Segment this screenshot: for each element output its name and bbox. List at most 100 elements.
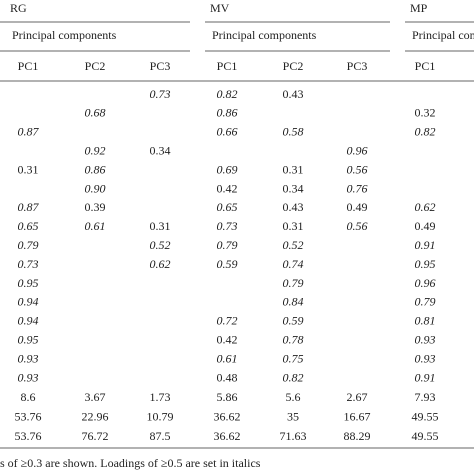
loading-cell: 0.62	[150, 257, 171, 271]
loading-cell: 0.39	[85, 200, 106, 214]
summary-cell: 5.6	[286, 390, 301, 404]
column-header: PC2	[85, 59, 106, 73]
loading-cell: 0.31	[18, 162, 39, 176]
column-header: PC3	[150, 59, 171, 73]
summary-cell: 22.96	[82, 409, 109, 423]
loading-cell: 0.52	[150, 238, 171, 252]
group-subtitle: Principal components	[412, 28, 474, 42]
loading-cell: 0.75	[283, 351, 304, 365]
summary-cell: 36.62	[214, 429, 241, 443]
loading-cell: 0.84	[283, 295, 304, 309]
loading-cell: 0.31	[283, 162, 304, 176]
summary-cell: 36.62	[214, 409, 241, 423]
loading-cell: 0.74	[283, 257, 304, 271]
loading-cell: 0.93	[415, 332, 436, 346]
loading-cell: 0.31	[283, 219, 304, 233]
loading-cell: 0.42	[217, 181, 238, 195]
summary-cell: 88.29	[344, 429, 371, 443]
loading-cell: 0.48	[217, 370, 238, 384]
loading-cell: 0.62	[415, 200, 436, 214]
group-name: RG	[10, 1, 27, 15]
column-header: PC3	[347, 59, 368, 73]
loading-cell: 0.93	[18, 370, 39, 384]
summary-cell: 71.63	[280, 429, 307, 443]
loading-cell: 0.79	[415, 295, 436, 309]
loading-cell: 0.42	[217, 332, 238, 346]
summary-cell: 16.67	[344, 409, 371, 423]
column-header: PC2	[283, 59, 304, 73]
loading-cell: 0.87	[18, 200, 40, 214]
summary-cell: 49.55	[412, 429, 439, 443]
group-subtitle: Principal components	[12, 28, 117, 42]
loading-cell: 0.69	[217, 162, 238, 176]
loading-cell: 0.73	[217, 219, 238, 233]
loading-cell: 0.72	[217, 314, 238, 328]
summary-cell: 2.67	[347, 390, 368, 404]
loading-cell: 0.82	[415, 125, 436, 139]
loading-cell: 0.79	[283, 276, 304, 290]
loading-cell: 0.34	[283, 181, 304, 195]
summary-cell: 8.6	[21, 390, 36, 404]
summary-cell: 7.93	[415, 390, 436, 404]
loading-cell: 0.87	[18, 125, 40, 139]
loading-cell: 0.73	[150, 87, 171, 101]
group-name: MP	[410, 1, 428, 15]
loading-cell: 0.61	[217, 351, 238, 365]
summary-cell: 76.72	[82, 429, 109, 443]
summary-cell: 10.79	[147, 409, 174, 423]
loading-cell: 0.52	[283, 238, 304, 252]
loading-cell: 0.95	[18, 332, 39, 346]
loading-cell: 0.49	[415, 219, 436, 233]
summary-cell: 87.5	[150, 429, 171, 443]
loading-cell: 0.91	[415, 370, 436, 384]
loading-cell: 0.95	[415, 257, 436, 271]
loading-cell: 0.92	[85, 143, 106, 157]
loading-cell: 0.95	[18, 276, 39, 290]
summary-cell: 35	[287, 409, 299, 423]
loading-cell: 0.66	[217, 125, 238, 139]
group-name: MV	[210, 1, 230, 15]
loading-cell: 0.90	[85, 181, 106, 195]
loading-cell: 0.81	[415, 314, 436, 328]
loading-cell: 0.96	[347, 143, 368, 157]
column-header: PC1	[217, 59, 238, 73]
summary-cell: 53.76	[15, 409, 42, 423]
loading-cell: 0.32	[415, 106, 436, 120]
loading-cell: 0.43	[283, 200, 304, 214]
loading-cell: 0.56	[347, 219, 368, 233]
loading-cell: 0.78	[283, 332, 304, 346]
group-subtitle: Principal components	[212, 28, 317, 42]
loading-cell: 0.65	[217, 200, 238, 214]
loading-cell: 0.68	[85, 106, 106, 120]
loading-cell: 0.76	[347, 181, 368, 195]
loading-cell: 0.34	[150, 143, 171, 157]
loading-cell: 0.59	[283, 314, 304, 328]
loading-cell: 0.79	[18, 238, 39, 252]
loading-cell: 0.93	[18, 351, 39, 365]
loading-cell: 0.49	[347, 200, 368, 214]
column-header: PC1	[18, 59, 39, 73]
loading-cell: 0.31	[150, 219, 171, 233]
loading-cell: 0.56	[347, 162, 368, 176]
footnote: s of ≥0.3 are shown. Loadings of ≥0.5 ar…	[0, 456, 261, 470]
loading-cell: 0.86	[85, 162, 106, 176]
summary-cell: 53.76	[15, 429, 42, 443]
summary-cell: 1.73	[150, 390, 171, 404]
loading-cell: 0.86	[217, 106, 238, 120]
loading-cell: 0.79	[217, 238, 238, 252]
loading-cell: 0.93	[415, 351, 436, 365]
loading-cell: 0.94	[18, 295, 39, 309]
loading-cell: 0.91	[415, 238, 436, 252]
loading-cell: 0.82	[217, 87, 238, 101]
loading-cell: 0.43	[283, 87, 304, 101]
summary-cell: 49.55	[412, 409, 439, 423]
summary-cell: 5.86	[217, 390, 238, 404]
loading-cell: 0.94	[18, 314, 39, 328]
loading-cell: 0.73	[18, 257, 39, 271]
column-header: PC1	[415, 59, 436, 73]
loading-cell: 0.65	[18, 219, 39, 233]
summary-cell: 3.67	[85, 390, 106, 404]
loading-cell: 0.82	[283, 370, 304, 384]
loading-cell: 0.59	[217, 257, 238, 271]
